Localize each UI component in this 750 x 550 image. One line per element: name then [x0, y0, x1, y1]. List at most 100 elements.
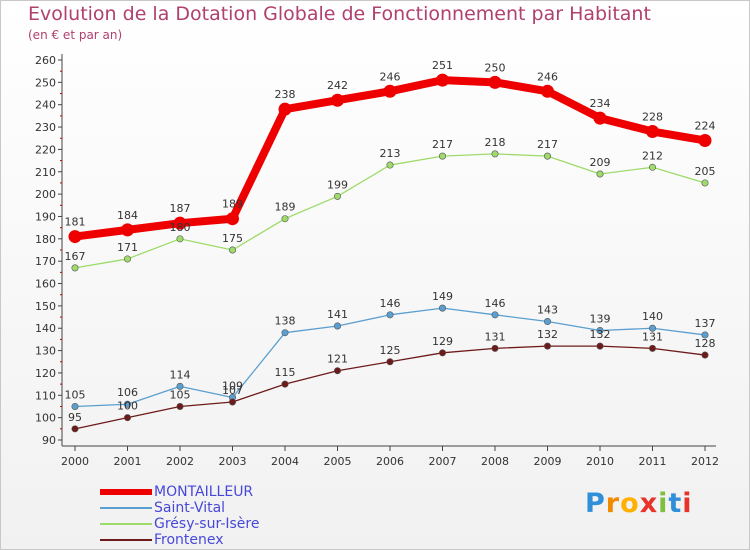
data-point [648, 344, 656, 352]
y-tick-label: 120 [35, 367, 56, 380]
data-point [701, 351, 709, 359]
logo-letter: o [620, 488, 640, 519]
y-tick-label: 90 [42, 434, 56, 447]
y-tick-label: 130 [35, 345, 56, 358]
data-point [71, 425, 79, 433]
data-label: 246 [380, 70, 401, 83]
data-label: 128 [695, 337, 716, 350]
data-label: 137 [695, 317, 716, 330]
y-tick-label: 190 [35, 210, 56, 223]
data-point [541, 84, 554, 98]
data-point [596, 170, 604, 178]
data-point [648, 324, 656, 332]
proxiti-logo: Proxiti [585, 488, 693, 519]
data-label: 234 [590, 97, 611, 110]
data-point [383, 84, 397, 98]
data-point [491, 344, 499, 352]
data-point [124, 255, 132, 263]
x-tick-label: 2009 [534, 455, 562, 468]
y-tick-label: 260 [35, 54, 56, 67]
data-point [438, 349, 446, 357]
legend-item-frontenex: Frontenex [100, 532, 360, 548]
data-label: 251 [432, 59, 453, 72]
x-tick-label: 2007 [429, 455, 457, 468]
legend-label-frontenex: Frontenex [154, 532, 224, 548]
data-label: 138 [275, 315, 296, 328]
y-tick-label: 170 [35, 255, 56, 268]
data-label: 114 [170, 368, 191, 381]
legend-item-montailleur: MONTAILLEUR [100, 484, 360, 500]
legend-item-gresy-sur-isere: Grésy-sur-Isère [100, 516, 360, 532]
y-tick-label: 240 [35, 99, 56, 112]
x-tick-label: 2010 [586, 455, 614, 468]
logo-letter: r [605, 488, 621, 519]
data-point [596, 342, 604, 350]
x-tick-label: 2011 [639, 455, 667, 468]
x-tick-label: 2005 [324, 455, 352, 468]
data-label: 95 [68, 411, 82, 424]
data-point [176, 402, 184, 410]
y-tick-label: 220 [35, 143, 56, 156]
data-label: 212 [642, 149, 663, 162]
data-label: 238 [275, 88, 296, 101]
data-point [71, 402, 79, 410]
data-point [386, 311, 394, 319]
data-label: 141 [327, 308, 348, 321]
data-label: 132 [537, 328, 558, 341]
data-point [281, 380, 289, 388]
x-tick-label: 2000 [61, 455, 89, 468]
data-label: 143 [537, 304, 558, 317]
legend-swatch-gresy-sur-isere [100, 523, 152, 525]
data-point [698, 133, 712, 147]
data-label: 132 [590, 328, 611, 341]
data-point [229, 246, 237, 254]
chart-subtitle: (en € et par an) [28, 28, 123, 42]
data-label: 109 [222, 380, 243, 393]
data-label: 131 [642, 330, 663, 343]
data-point [124, 414, 132, 422]
data-label: 146 [380, 297, 401, 310]
y-tick-label: 200 [35, 188, 56, 201]
logo-letter: i [682, 488, 693, 519]
data-point [436, 73, 449, 87]
legend-swatch-frontenex [100, 539, 152, 541]
data-point [124, 400, 132, 408]
data-point [176, 235, 184, 243]
data-label: 125 [380, 344, 401, 357]
data-point [701, 331, 709, 339]
data-label: 131 [485, 330, 506, 343]
data-point [229, 398, 237, 406]
data-point [121, 223, 134, 237]
data-point [543, 342, 551, 350]
x-tick-label: 2003 [219, 455, 247, 468]
data-point [331, 93, 344, 107]
data-point [333, 192, 341, 200]
data-point [646, 125, 659, 139]
data-label: 213 [380, 147, 401, 160]
data-point [386, 161, 394, 169]
data-label: 242 [327, 79, 348, 92]
y-tick-label: 230 [35, 121, 56, 134]
data-label: 139 [590, 312, 611, 325]
y-tick-label: 210 [35, 166, 56, 179]
logo-letter: i [658, 488, 669, 519]
data-label: 106 [117, 386, 138, 399]
data-point [68, 230, 82, 244]
data-label: 184 [117, 209, 138, 222]
data-label: 189 [222, 198, 243, 211]
logo-letter: x [639, 488, 659, 519]
data-label: 246 [537, 70, 558, 83]
y-tick-label: 100 [35, 412, 56, 425]
data-label: 100 [117, 400, 138, 413]
data-point [438, 152, 446, 160]
data-label: 167 [65, 250, 86, 263]
y-tick-label: 150 [35, 300, 56, 313]
chart-legend: MONTAILLEUR Saint-Vital Grésy-sur-Isère … [100, 484, 360, 548]
data-point [281, 215, 289, 223]
data-point [176, 382, 184, 390]
data-label: 209 [590, 156, 611, 169]
data-label: 228 [642, 111, 663, 124]
y-tick-label: 160 [35, 278, 56, 291]
data-point [648, 163, 656, 171]
